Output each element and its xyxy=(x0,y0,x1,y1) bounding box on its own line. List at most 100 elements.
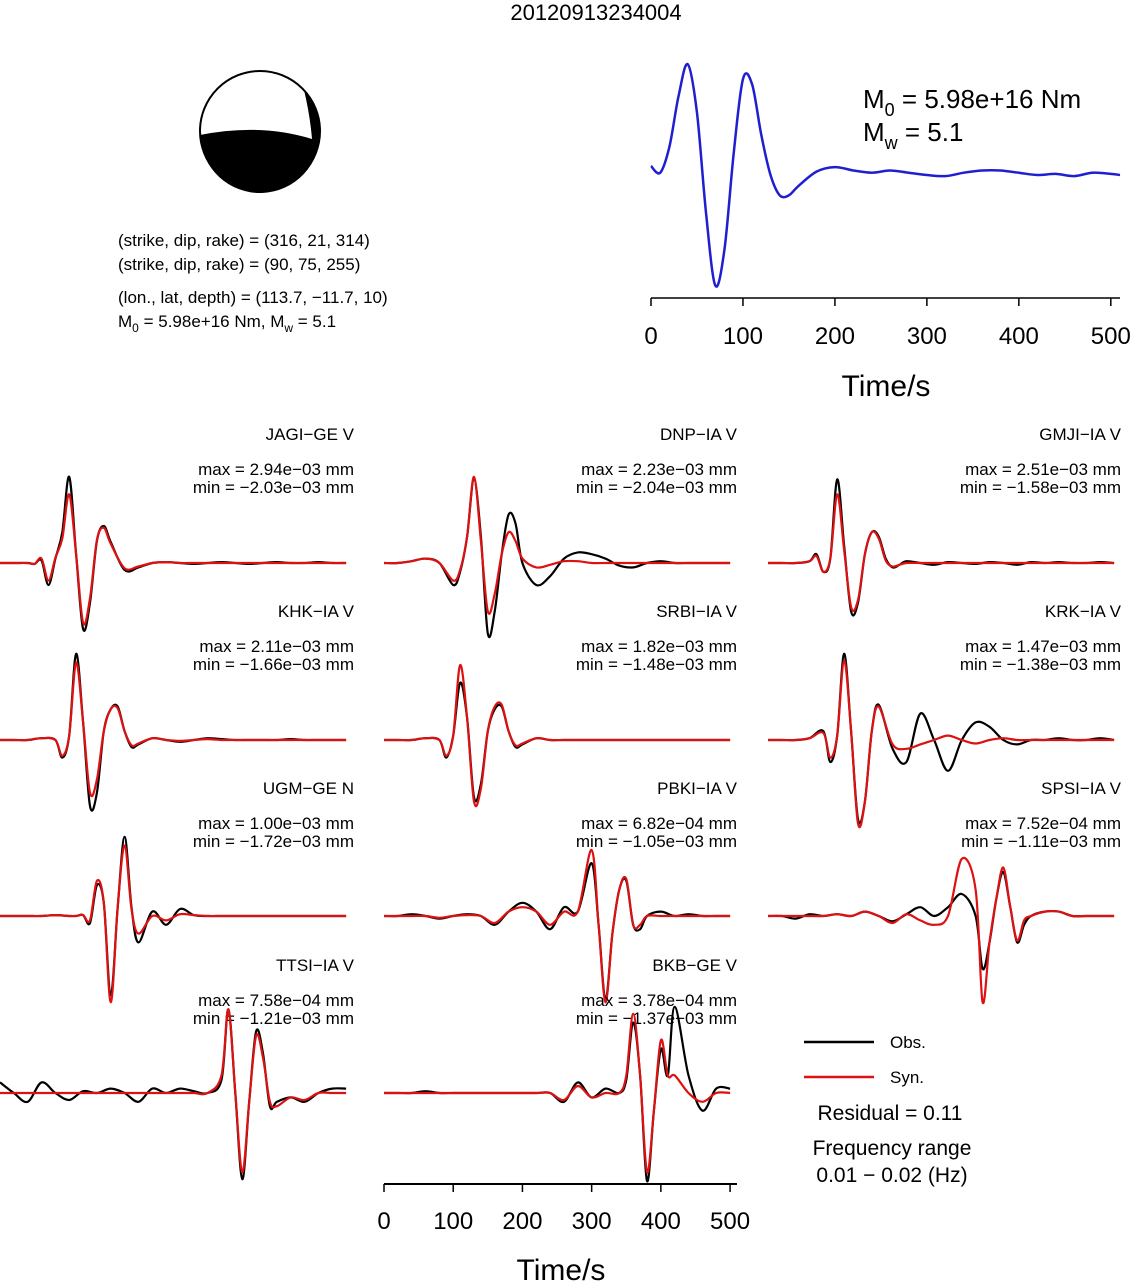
figure-title: 20120913234004 xyxy=(510,0,681,25)
station-name: UGM−GE N xyxy=(263,779,354,798)
wave-tick-label: 500 xyxy=(710,1208,750,1235)
synthetic-trace xyxy=(383,475,731,615)
synthetic-trace xyxy=(384,1012,731,1174)
observed-trace xyxy=(0,1008,347,1181)
station-name: GMJI−IA V xyxy=(1039,425,1121,444)
stf-tick-label: 200 xyxy=(815,323,855,350)
mechanism-line-1: (strike, dip, rake) = (316, 21, 314) xyxy=(118,231,370,250)
station-name: KHK−IA V xyxy=(278,602,355,621)
frequency-value: 0.01 − 0.02 (Hz) xyxy=(816,1164,967,1187)
frequency-title: Frequency range xyxy=(813,1137,972,1160)
observed-trace xyxy=(384,1005,731,1183)
mechanism-line-2: (strike, dip, rake) = (90, 75, 255) xyxy=(118,255,360,274)
observed-trace xyxy=(767,652,1115,825)
residual-text: Residual = 0.11 xyxy=(818,1102,963,1125)
legend-observed-label: Obs. xyxy=(890,1033,926,1052)
wave-tick-label: 300 xyxy=(572,1208,612,1235)
wave-xlabel: Time/s xyxy=(517,1254,606,1283)
station-min: min = −1.58e−03 mm xyxy=(960,478,1121,497)
station-max: max = 7.58e−04 mm xyxy=(198,991,354,1010)
station-name: DNP−IA V xyxy=(660,425,738,444)
station-max: max = 2.94e−03 mm xyxy=(198,460,354,479)
synthetic-trace xyxy=(383,664,731,808)
station-min: min = −1.37e−03 mm xyxy=(576,1009,737,1028)
synthetic-trace xyxy=(767,659,1115,829)
stf-tick-label: 300 xyxy=(907,323,947,350)
synthetic-trace xyxy=(0,661,347,798)
wave-ticks: 0 100 200 300 400 500 xyxy=(377,1184,750,1235)
station-min: min = −2.03e−03 mm xyxy=(193,478,354,497)
station-min: min = −1.11e−03 mm xyxy=(961,832,1121,851)
observed-trace xyxy=(383,862,731,1001)
stf-xlabel: Time/s xyxy=(842,370,931,403)
mechanism-text: (strike, dip, rake) = (316, 21, 314) (st… xyxy=(118,231,388,335)
mechanism-line-3: (lon., lat, depth) = (113.7, −11.7, 10) xyxy=(118,288,388,307)
synthetic-trace xyxy=(0,844,347,1004)
synthetic-trace xyxy=(767,856,1115,1005)
station-min: min = −1.66e−03 mm xyxy=(193,655,354,674)
stf-panel: 0 100 200 300 400 500 Time/s M0 = 5.98e+16 Nm… xyxy=(644,63,1131,403)
station-max: max = 2.11e−03 mm xyxy=(199,637,354,656)
stf-ticks: 0 100 200 300 400 500 xyxy=(644,298,1131,350)
station-max: max = 2.51e−03 mm xyxy=(965,460,1121,479)
beachball-compressional-south xyxy=(200,129,321,194)
synthetic-trace xyxy=(0,1008,347,1174)
station-name: SPSI−IA V xyxy=(1041,779,1122,798)
legend: Obs. Syn. Residual = 0.11 Frequency rang… xyxy=(804,1033,971,1187)
observed-trace xyxy=(767,870,1115,971)
station-min: min = −2.04e−03 mm xyxy=(576,478,737,497)
station-min: min = −1.05e−03 mm xyxy=(576,832,737,851)
wave-tick-label: 200 xyxy=(502,1208,542,1235)
beachball xyxy=(199,70,321,194)
station-max: max = 7.52e−04 mm xyxy=(965,814,1121,833)
stf-tick-label: 500 xyxy=(1091,323,1131,350)
stf-tick-label: 400 xyxy=(999,323,1039,350)
synthetic-trace xyxy=(0,493,347,626)
station-max: max = 1.00e−03 mm xyxy=(198,814,354,833)
mechanism-line-4: M0 = 5.98e+16 Nm, Mw = 5.1 xyxy=(118,312,336,335)
stf-m0-annotation: M0 = 5.98e+16 Nm xyxy=(863,84,1081,120)
station-max: max = 1.47e−03 mm xyxy=(965,637,1121,656)
wave-tick-label: 400 xyxy=(641,1208,681,1235)
station-max: max = 3.78e−04 mm xyxy=(581,991,737,1010)
station-min: min = −1.72e−03 mm xyxy=(193,832,354,851)
stf-tick-label: 100 xyxy=(723,323,763,350)
beachball-compressional-east xyxy=(304,90,321,139)
station-name: SRBI−IA V xyxy=(656,602,737,621)
station-name: PBKI−IA V xyxy=(657,779,738,798)
waveform-time-axis: 0 100 200 300 400 500 Time/s xyxy=(377,1183,750,1283)
legend-synthetic-label: Syn. xyxy=(890,1068,924,1087)
observed-trace xyxy=(383,478,731,639)
wave-tick-label: 100 xyxy=(433,1208,473,1235)
station-name: TTSI−IA V xyxy=(276,956,355,975)
stf-mw-annotation: Mw = 5.1 xyxy=(863,117,963,153)
observed-trace xyxy=(767,478,1115,617)
station-max: max = 2.23e−03 mm xyxy=(581,460,737,479)
stf-tick-label: 0 xyxy=(644,323,657,350)
station-max: max = 6.82e−04 mm xyxy=(581,814,737,833)
stf-waveform xyxy=(650,63,1121,288)
station-name: BKB−GE V xyxy=(652,956,737,975)
station-max: max = 1.82e−03 mm xyxy=(581,637,737,656)
synthetic-trace xyxy=(383,848,731,1004)
station-min: min = −1.38e−03 mm xyxy=(960,655,1121,674)
station-name: KRK−IA V xyxy=(1045,602,1122,621)
station-name: JAGI−GE V xyxy=(266,425,355,444)
station-min: min = −1.21e−03 mm xyxy=(193,1009,354,1028)
synthetic-trace xyxy=(767,493,1115,612)
station-min: min = −1.48e−03 mm xyxy=(576,655,737,674)
wave-tick-label: 0 xyxy=(377,1208,390,1235)
